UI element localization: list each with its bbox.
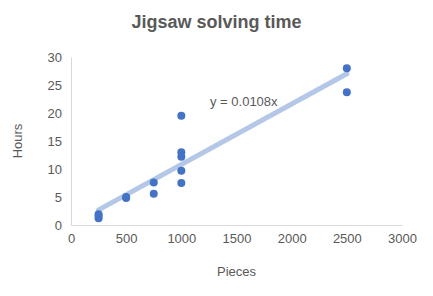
x-tick: 3000: [388, 225, 417, 246]
point: [95, 210, 103, 218]
x-tick: 2000: [278, 225, 307, 246]
x-tick: 1000: [167, 225, 196, 246]
x-tick: 0: [68, 225, 75, 246]
x-tick-label: 500: [116, 231, 138, 246]
point: [150, 190, 158, 198]
x-tick: 500: [116, 225, 138, 246]
point: [177, 179, 185, 187]
point: [343, 88, 351, 96]
x-axis-title: Pieces: [217, 264, 257, 279]
y-tick-label: 20: [48, 106, 62, 121]
x-tick: 1500: [223, 225, 252, 246]
chart: Jigsaw solving time 0 500 1000 1500 2000 2500 3…: [0, 0, 433, 296]
y-tick-label: 30: [48, 50, 62, 65]
y-axis-title: Hours: [10, 123, 25, 158]
y-tick: 25: [48, 78, 71, 93]
title: Jigsaw solving time: [131, 12, 301, 32]
x-axis: 0 500 1000 1500 2000 2500 3000: [68, 225, 417, 246]
point: [177, 112, 185, 120]
x-tick-label: 1000: [167, 231, 196, 246]
x-tick-label: 2000: [278, 231, 307, 246]
point: [177, 167, 185, 175]
y-tick: 10: [48, 162, 71, 177]
point: [343, 64, 351, 72]
y-tick-label: 5: [55, 190, 62, 205]
x-axis-line: [72, 225, 403, 226]
annotation: y = 0.0108x: [210, 94, 278, 109]
point: [122, 193, 130, 201]
x-tick: 2500: [333, 225, 362, 246]
y-axis-line: [71, 58, 72, 226]
x-tick-label: 0: [68, 231, 75, 246]
y-tick: 20: [48, 106, 71, 121]
x-tick-label: 3000: [388, 231, 417, 246]
trend-line: [99, 74, 347, 210]
plot-area: [95, 64, 351, 222]
point: [177, 153, 185, 161]
y-tick-label: 15: [48, 134, 62, 149]
y-tick-label: 10: [48, 162, 62, 177]
y-tick-label: 0: [55, 218, 62, 233]
y-axis: 0 5 10 15 20 25 30: [48, 50, 72, 233]
y-tick: 0: [55, 218, 71, 233]
x-tick-label: 1500: [223, 231, 252, 246]
y-tick-label: 25: [48, 78, 62, 93]
background: [0, 0, 433, 296]
y-tick: 30: [48, 50, 71, 65]
scatter-series: [95, 64, 351, 222]
y-tick: 5: [55, 190, 71, 205]
y-tick: 15: [48, 134, 71, 149]
point: [150, 178, 158, 186]
x-tick-label: 2500: [333, 231, 362, 246]
